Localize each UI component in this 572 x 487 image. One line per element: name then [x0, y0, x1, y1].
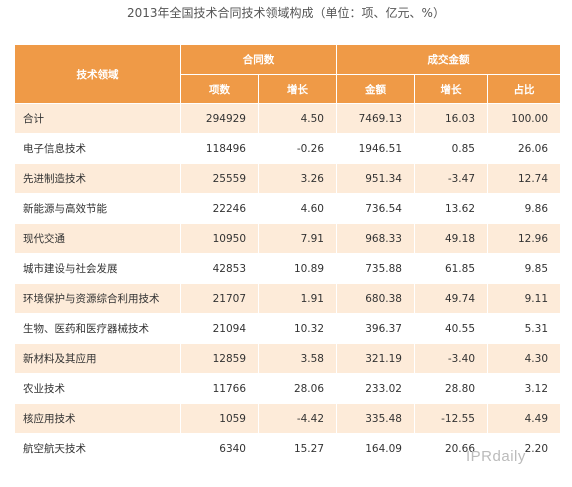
amount-cell: 1946.51 [336, 133, 415, 164]
field-cell: 农业技术 [14, 373, 181, 404]
amount-growth-header: 增长 [414, 74, 488, 104]
table-row: 航空航天技术 6340 15.27 164.09 20.66 2.20 [14, 433, 562, 464]
count-header: 项数 [180, 74, 259, 104]
field-cell: 城市建设与社会发展 [14, 253, 181, 284]
share-cell: 2.20 [486, 433, 562, 464]
share-cell: 4.49 [486, 403, 562, 434]
table-row: 合计 294929 4.50 7469.13 16.03 100.00 [14, 103, 562, 134]
amount-growth-cell: -3.47 [414, 163, 488, 194]
amount-growth-cell: -12.55 [414, 403, 488, 434]
count-growth-cell: 10.32 [258, 313, 337, 344]
amount-cell: 951.34 [336, 163, 415, 194]
count-growth-cell: 15.27 [258, 433, 337, 464]
amount-cell: 335.48 [336, 403, 415, 434]
share-cell: 12.74 [486, 163, 562, 194]
amount-cell: 968.33 [336, 223, 415, 254]
field-cell: 航空航天技术 [14, 433, 181, 464]
amount-growth-cell: 40.55 [414, 313, 488, 344]
share-header: 占比 [486, 74, 562, 104]
watermark: IPRdaily [466, 448, 526, 465]
field-header: 技术领域 [14, 44, 181, 104]
count-cell: 25559 [180, 163, 259, 194]
count-cell: 42853 [180, 253, 259, 284]
amount-growth-cell: 13.62 [414, 193, 488, 224]
amount-header: 金额 [336, 74, 415, 104]
count-growth-cell: -0.26 [258, 133, 337, 164]
field-cell: 现代交通 [14, 223, 181, 254]
count-cell: 118496 [180, 133, 259, 164]
field-cell: 先进制造技术 [14, 163, 181, 194]
count-growth-cell: 10.89 [258, 253, 337, 284]
table-row: 核应用技术 1059 -4.42 335.48 -12.55 4.49 [14, 403, 562, 434]
share-cell: 5.31 [486, 313, 562, 344]
field-cell: 新能源与高效节能 [14, 193, 181, 224]
share-cell: 9.85 [486, 253, 562, 284]
field-cell: 合计 [14, 103, 181, 134]
amount-cell: 164.09 [336, 433, 415, 464]
amount-growth-cell: 16.03 [414, 103, 488, 134]
count-growth-cell: 1.91 [258, 283, 337, 314]
count-growth-cell: 3.26 [258, 163, 337, 194]
table-row: 电子信息技术 118496 -0.26 1946.51 0.85 26.06 [14, 133, 562, 164]
count-cell: 21707 [180, 283, 259, 314]
share-cell: 9.11 [486, 283, 562, 314]
count-growth-cell: 7.91 [258, 223, 337, 254]
amount-growth-cell: 61.85 [414, 253, 488, 284]
count-cell: 1059 [180, 403, 259, 434]
table-row: 农业技术 11766 28.06 233.02 28.80 3.12 [14, 373, 562, 404]
field-cell: 核应用技术 [14, 403, 181, 434]
amount-growth-cell: 28.80 [414, 373, 488, 404]
share-cell: 12.96 [486, 223, 562, 254]
amount-growth-cell: -3.40 [414, 343, 488, 374]
count-growth-header: 增长 [258, 74, 337, 104]
amount-growth-cell: 49.74 [414, 283, 488, 314]
amount-cell: 735.88 [336, 253, 415, 284]
table-row: 新材料及其应用 12859 3.58 321.19 -3.40 4.30 [14, 343, 562, 374]
amount-growth-cell: 20.66 [414, 433, 488, 464]
count-cell: 11766 [180, 373, 259, 404]
amount-cell: 396.37 [336, 313, 415, 344]
count-growth-cell: 4.50 [258, 103, 337, 134]
field-cell: 新材料及其应用 [14, 343, 181, 374]
count-cell: 21094 [180, 313, 259, 344]
count-growth-cell: 28.06 [258, 373, 337, 404]
share-cell: 4.30 [486, 343, 562, 374]
table-title: 2013年全国技术合同技术领域构成（单位：项、亿元、%） [127, 6, 445, 20]
amount-cell: 7469.13 [336, 103, 415, 134]
field-cell: 环境保护与资源综合利用技术 [14, 283, 181, 314]
count-cell: 12859 [180, 343, 259, 374]
share-cell: 3.12 [486, 373, 562, 404]
amount-group-header: 成交金额 [335, 44, 562, 75]
count-cell: 6340 [180, 433, 259, 464]
field-cell: 电子信息技术 [14, 133, 181, 164]
amount-cell: 233.02 [336, 373, 415, 404]
count-growth-cell: 3.58 [258, 343, 337, 374]
amount-cell: 736.54 [336, 193, 415, 224]
table-row: 生物、医药和医疗器械技术 21094 10.32 396.37 40.55 5.31 [14, 313, 562, 344]
table-row: 城市建设与社会发展 42853 10.89 735.88 61.85 9.85 [14, 253, 562, 284]
share-cell: 26.06 [486, 133, 562, 164]
count-cell: 22246 [180, 193, 259, 224]
table-row: 先进制造技术 25559 3.26 951.34 -3.47 12.74 [14, 163, 562, 194]
count-growth-cell: -4.42 [258, 403, 337, 434]
contracts-group-header: 合同数 [180, 44, 337, 75]
share-cell: 9.86 [486, 193, 562, 224]
table-row: 环境保护与资源综合利用技术 21707 1.91 680.38 49.74 9.11 [14, 283, 562, 314]
amount-cell: 680.38 [336, 283, 415, 314]
amount-growth-cell: 0.85 [414, 133, 488, 164]
count-growth-cell: 4.60 [258, 193, 337, 224]
count-cell: 10950 [180, 223, 259, 254]
amount-growth-cell: 49.18 [414, 223, 488, 254]
amount-cell: 321.19 [336, 343, 415, 374]
count-cell: 294929 [180, 103, 259, 134]
tech-contract-table: 技术领域 合同数 成交金额 项数 增长 金额 增长 占比 合计 294929 4.5… [14, 44, 562, 464]
field-cell: 生物、医药和医疗器械技术 [14, 313, 181, 344]
share-cell: 100.00 [486, 103, 562, 134]
table-row: 新能源与高效节能 22246 4.60 736.54 13.62 9.86 [14, 193, 562, 224]
table-row: 现代交通 10950 7.91 968.33 49.18 12.96 [14, 223, 562, 254]
